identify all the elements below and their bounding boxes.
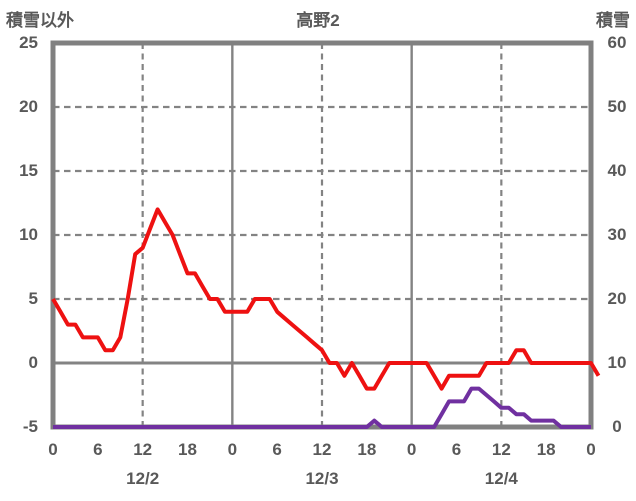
x-axis-tick-label: 12 (312, 440, 332, 459)
series-line-snow-depth (53, 386, 591, 429)
right-axis-tick-label: 40 (607, 161, 627, 180)
x-axis-tick-label: 12 (133, 440, 153, 459)
series-line-other-than-snow (51, 207, 601, 391)
right-axis-tick-label: 0 (612, 417, 622, 436)
left-axis-tick-label: -5 (22, 417, 38, 436)
x-axis-tick-label: 18 (357, 440, 377, 459)
left-axis-tick-label: 10 (19, 225, 38, 244)
x-axis-tick-label: 6 (272, 440, 282, 459)
right-axis-tick-label: 20 (607, 289, 627, 308)
right-axis-tick-label: 10 (607, 353, 627, 372)
left-axis-tick-label: 20 (19, 97, 38, 116)
x-axis-tick-label: 0 (227, 440, 238, 459)
x-axis-day-label: 12/3 (305, 469, 339, 488)
left-axis-tick-label: 0 (28, 353, 38, 372)
right-axis-tick-label: 50 (607, 97, 627, 116)
x-axis-tick-label: 18 (536, 440, 556, 459)
left-axis-title: 積雪以外 (6, 11, 74, 30)
right-axis-tick-label: 60 (607, 33, 627, 52)
left-axis-tick-label: 15 (19, 161, 38, 180)
right-axis-tick-label: 30 (607, 225, 627, 244)
x-axis-tick-label: 18 (178, 440, 197, 459)
left-axis-tick-label: 25 (19, 33, 38, 52)
left-axis-tick-label: 5 (28, 289, 38, 308)
chart-title: 高野2 (296, 11, 340, 30)
x-axis-tick-label: 6 (451, 440, 462, 459)
x-axis-tick-label: 6 (93, 440, 103, 459)
x-axis-tick-label: 0 (48, 440, 58, 459)
x-axis-tick-label: 0 (406, 440, 417, 459)
x-axis-day-label: 12/2 (126, 469, 160, 488)
x-axis-day-label: 12/4 (484, 469, 518, 488)
x-axis-tick-label: 0 (586, 440, 596, 459)
right-axis-title: 積雪 (596, 11, 630, 30)
x-axis-tick-label: 12 (491, 440, 511, 459)
